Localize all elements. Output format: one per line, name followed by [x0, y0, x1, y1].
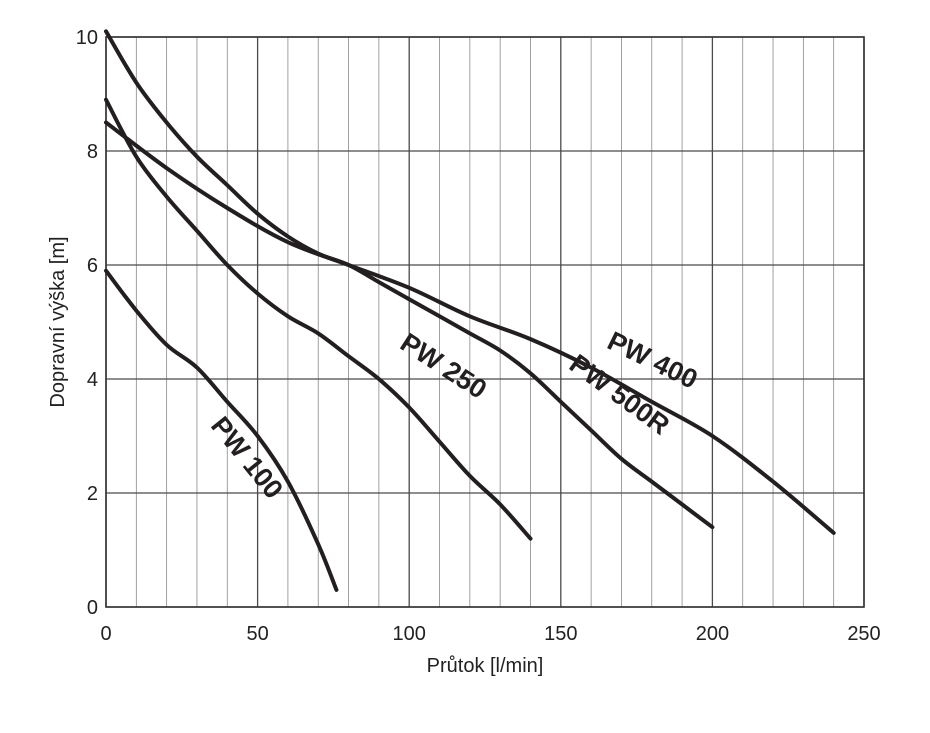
x-tick-label: 150: [544, 623, 577, 645]
series-pw-500r-line: [104, 29, 715, 530]
series-pw-250-line: [104, 97, 533, 541]
x-axis-title: Průtok [l/min]: [427, 655, 544, 677]
y-tick-label: 10: [76, 27, 98, 49]
y-tick-label: 6: [87, 255, 98, 277]
series-pw-400-line: [104, 120, 836, 535]
series-pw-100-line: [104, 268, 339, 592]
tick-labels: 0 50 100 150 200 250 0 2 4 6 8 10: [76, 27, 881, 645]
y-tick-label: 0: [87, 597, 98, 619]
y-axis-title: Dopravní výška [m]: [47, 236, 69, 407]
x-tick-label: 0: [100, 623, 111, 645]
x-tick-label: 100: [393, 623, 426, 645]
curves: [104, 29, 836, 592]
x-tick-label: 50: [246, 623, 268, 645]
x-tick-label: 200: [696, 623, 729, 645]
y-tick-label: 8: [87, 141, 98, 163]
y-tick-label: 4: [87, 369, 98, 391]
plot-frame: [105, 36, 865, 608]
y-tick-label: 2: [87, 483, 98, 505]
grid: [105, 36, 865, 608]
x-tick-label: 250: [847, 623, 880, 645]
